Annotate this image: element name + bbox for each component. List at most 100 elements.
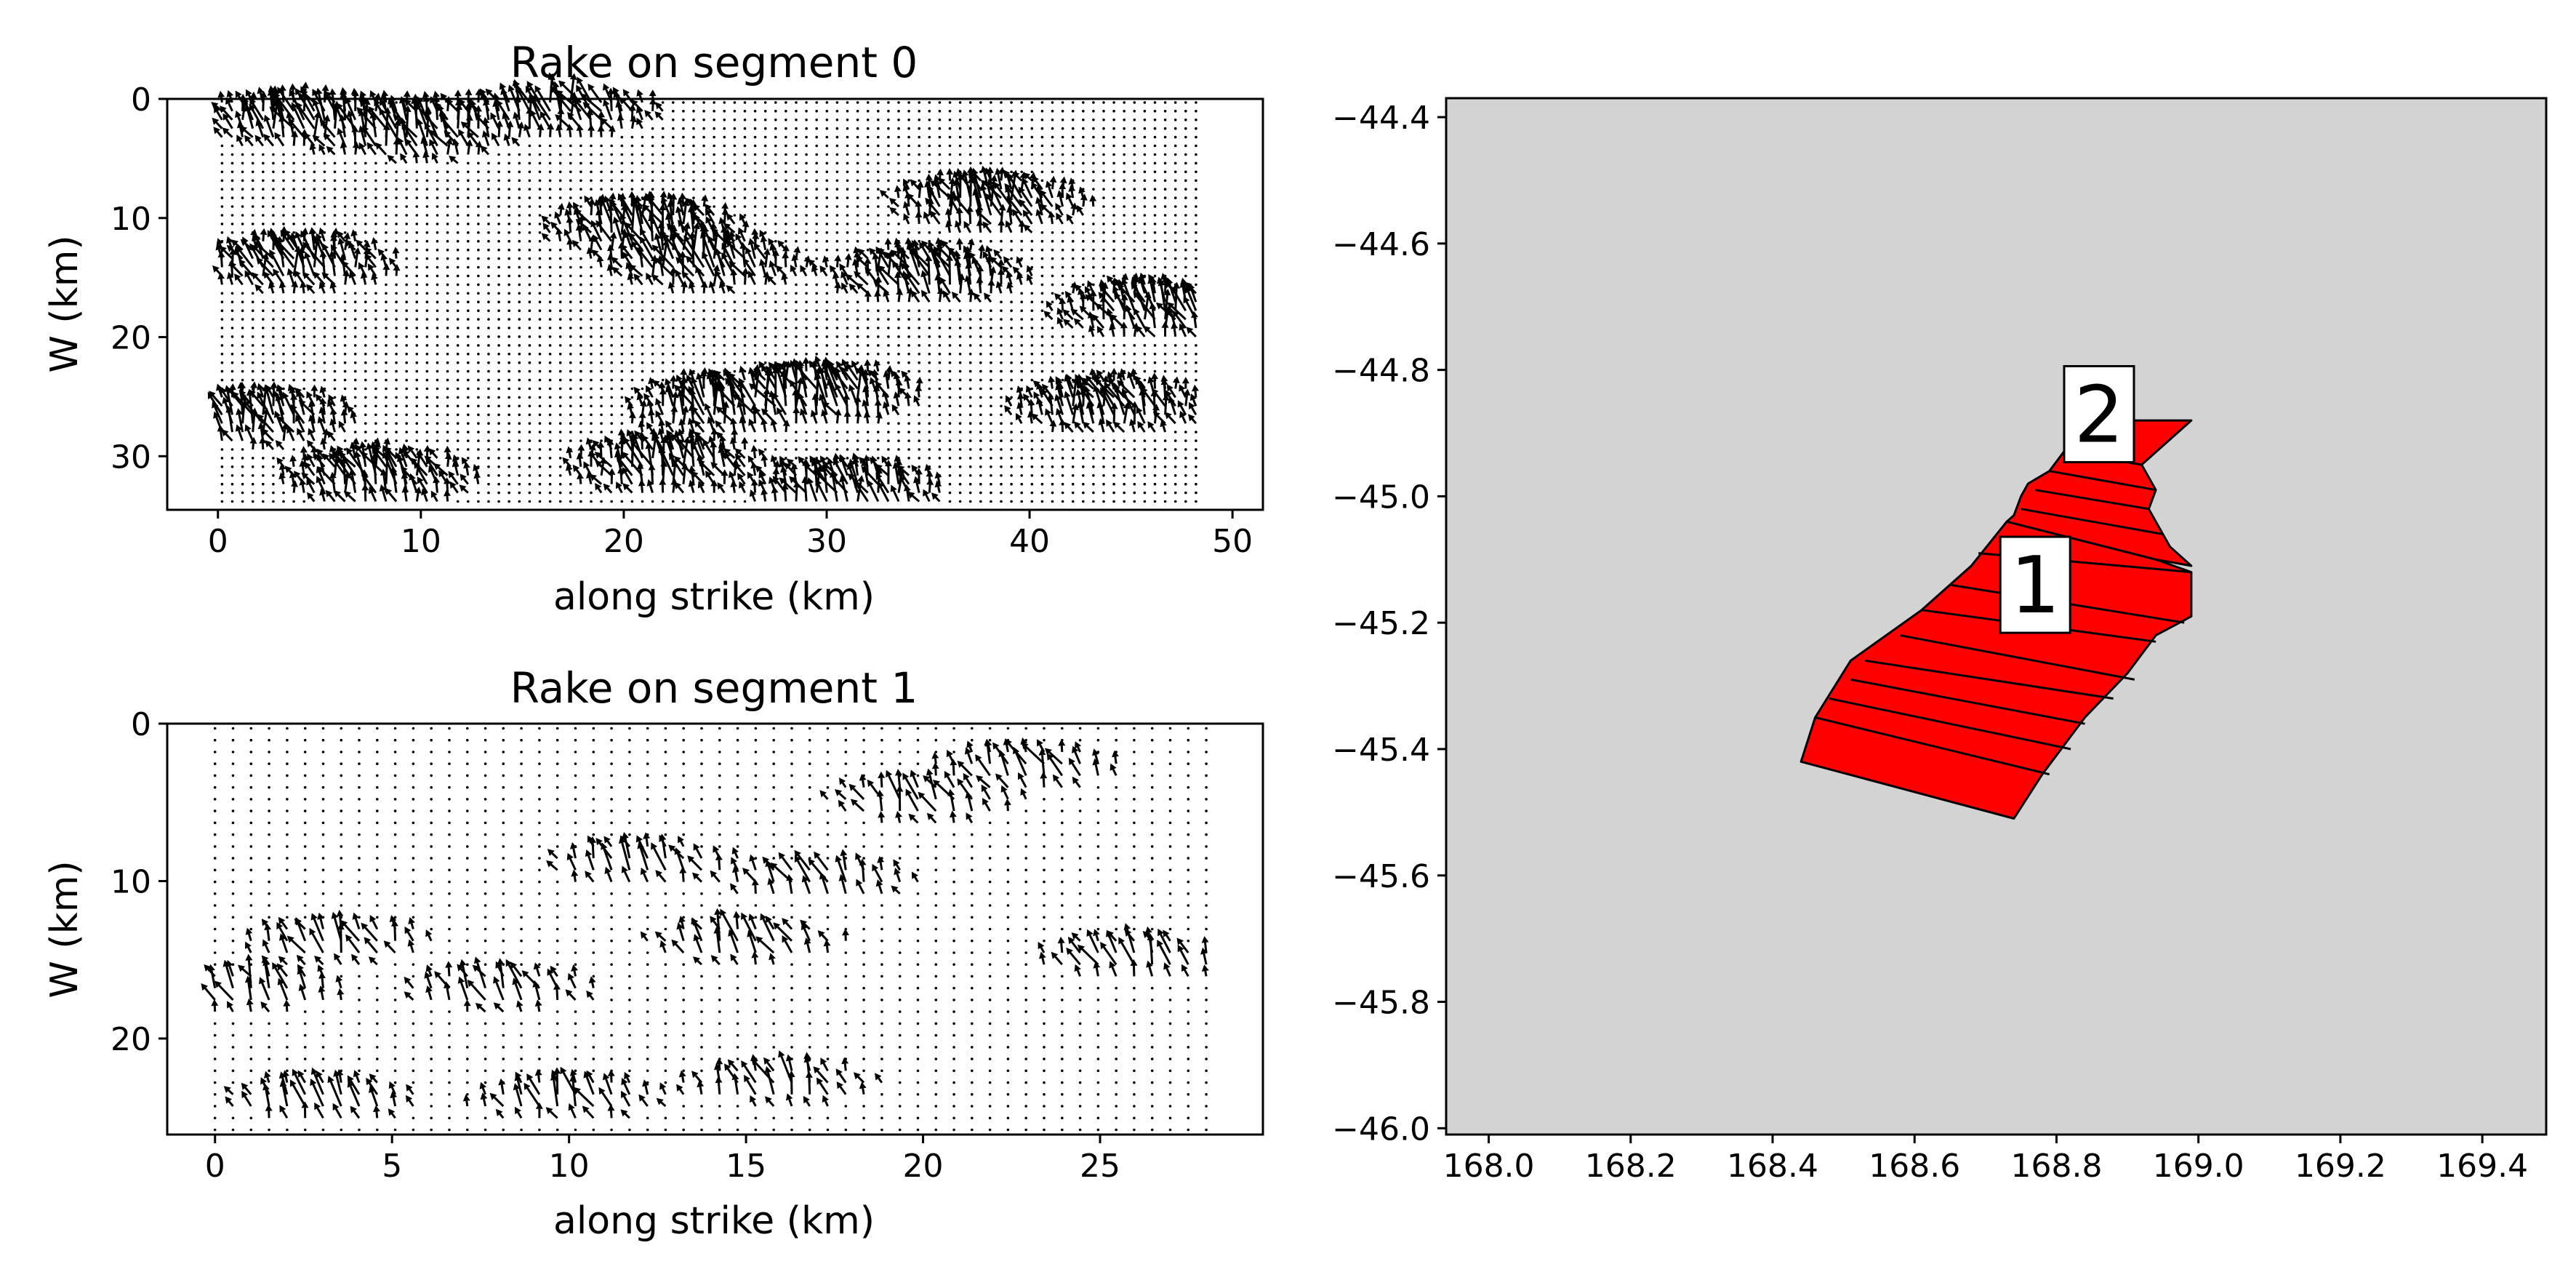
rake-arrow <box>412 762 415 765</box>
rake-arrow <box>891 404 900 416</box>
rake-arrow <box>723 448 736 460</box>
rake-arrow <box>1082 465 1085 468</box>
rake-arrow <box>856 344 859 347</box>
rake-arrow <box>1098 418 1106 433</box>
rake-arrow <box>405 361 408 364</box>
rake-arrow <box>1061 153 1064 156</box>
rake-arrow <box>694 420 705 433</box>
rake-arrow <box>1020 431 1023 433</box>
rake-arrow <box>364 353 367 356</box>
rake-arrow <box>1051 161 1054 165</box>
rake-arrow <box>579 387 582 391</box>
rake-arrow <box>885 460 892 484</box>
rake-arrow <box>661 127 665 130</box>
rake-arrow <box>723 223 736 233</box>
rake-arrow <box>321 1010 325 1013</box>
rake-arrow <box>518 292 521 295</box>
rake-arrow <box>415 344 419 347</box>
rake-arrow <box>774 101 777 104</box>
rake-arrow <box>856 170 859 174</box>
rake-arrow <box>907 101 910 104</box>
rake-arrow <box>395 292 398 295</box>
rake-arrow <box>1040 439 1044 442</box>
rake-arrow <box>318 972 326 988</box>
rake-arrow <box>979 387 982 391</box>
rake-arrow <box>907 422 910 425</box>
rake-arrow <box>797 392 808 415</box>
rake-arrow <box>1010 239 1013 243</box>
rake-arrow <box>1112 274 1115 278</box>
rake-arrow <box>887 153 890 156</box>
rake-arrow <box>888 198 900 208</box>
rake-arrow <box>641 179 644 183</box>
rake-arrow <box>887 110 890 113</box>
rake-arrow <box>562 457 571 468</box>
rake-arrow <box>487 318 490 321</box>
rake-arrow <box>425 413 429 417</box>
rake-arrow <box>815 179 818 183</box>
rake-arrow <box>620 318 624 321</box>
rake-arrow <box>785 196 787 199</box>
rake-arrow <box>385 378 388 382</box>
rake-arrow <box>241 205 244 208</box>
rake-arrow <box>739 481 746 494</box>
rake-arrow <box>968 361 972 364</box>
rake-arrow <box>548 300 552 304</box>
rake-arrow <box>225 405 233 433</box>
rake-arrow <box>805 119 808 121</box>
rake-arrow <box>644 110 654 121</box>
rake-arrow <box>376 738 379 742</box>
rake-arrow <box>1092 274 1095 278</box>
rake-arrow <box>723 188 726 191</box>
rake-arrow <box>1173 257 1177 260</box>
rake-arrow <box>1184 344 1187 347</box>
rake-arrow <box>558 161 562 165</box>
rake-arrow <box>805 344 808 347</box>
rake-arrow <box>641 170 644 174</box>
rake-arrow <box>477 188 480 191</box>
rake-arrow <box>313 214 316 217</box>
rake-arrow <box>686 255 705 277</box>
rake-arrow <box>558 283 562 287</box>
rake-arrow <box>966 205 974 224</box>
rake-arrow <box>558 378 562 382</box>
rake-arrow <box>321 798 325 801</box>
rake-arrow <box>374 422 377 425</box>
rake-arrow <box>249 892 253 895</box>
rake-arrow <box>340 751 343 753</box>
rake-arrow <box>340 1046 343 1049</box>
rake-arrow <box>333 361 337 364</box>
rake-arrow <box>364 335 367 338</box>
rake-arrow <box>1153 214 1157 217</box>
rake-arrow <box>743 361 747 364</box>
rake-arrow <box>747 271 756 286</box>
rake-arrow <box>446 170 449 174</box>
rake-arrow <box>587 84 603 103</box>
rake-arrow <box>1184 274 1187 278</box>
rake-arrow <box>1102 439 1105 442</box>
rake-arrow <box>268 916 270 919</box>
rake-arrow <box>569 309 572 313</box>
rake-arrow <box>1163 457 1167 460</box>
rake-arrow <box>646 422 654 433</box>
rake-arrow <box>1092 482 1095 486</box>
rake-arrow <box>1143 378 1147 382</box>
rake-arrow <box>1006 281 1014 294</box>
rake-arrow <box>230 457 234 460</box>
rake-arrow <box>569 500 572 503</box>
rake-arrow <box>371 237 378 250</box>
rake-arrow <box>230 223 234 225</box>
rake-arrow <box>1061 110 1064 113</box>
rake-arrow <box>376 1022 379 1025</box>
rake-arrow <box>220 231 224 234</box>
rake-arrow <box>1153 448 1157 451</box>
rake-arrow <box>241 318 244 321</box>
rake-arrow <box>487 283 490 287</box>
rake-arrow <box>805 457 808 460</box>
rake-arrow <box>1173 170 1177 174</box>
rake-arrow <box>430 880 433 884</box>
rake-arrow <box>835 205 839 208</box>
rake-arrow <box>343 170 347 174</box>
rake-arrow <box>358 751 361 753</box>
rake-arrow <box>1051 119 1054 121</box>
